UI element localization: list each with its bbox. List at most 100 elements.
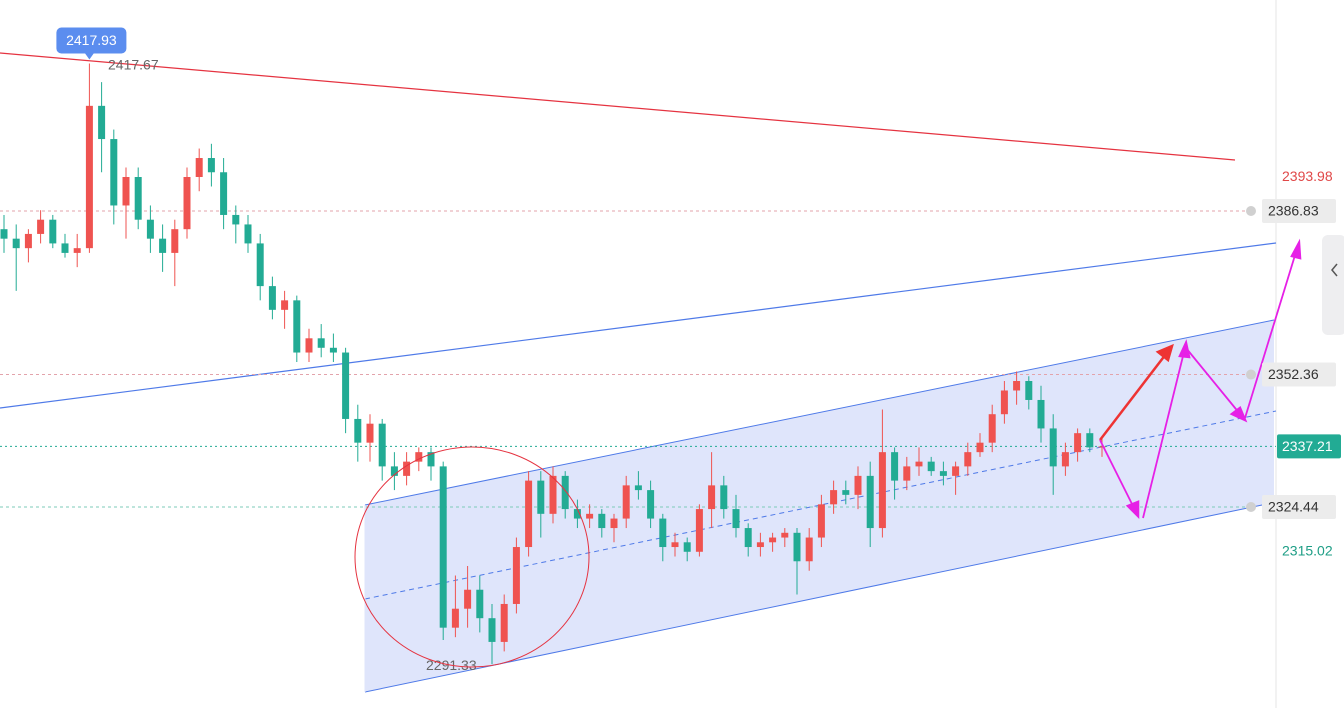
high-bubble — [56, 27, 127, 54]
candle-body — [427, 452, 435, 467]
candle-body — [866, 475, 874, 529]
plot: 2417.93 2417.67 2291.33 — [0, 27, 1276, 673]
candle-body — [720, 485, 728, 510]
candle-body — [622, 485, 630, 519]
candle-body — [756, 542, 764, 548]
candle-body — [415, 452, 423, 462]
candle-body — [964, 452, 972, 467]
candle-body — [927, 461, 935, 472]
candle-body — [781, 532, 789, 538]
candle-body — [268, 286, 276, 310]
highlight-circle — [354, 446, 590, 668]
candle-body — [24, 233, 32, 249]
candle-body — [159, 238, 167, 253]
price-box-label: 2352.36 — [1268, 366, 1319, 382]
candle-body — [73, 248, 81, 253]
candle-body — [512, 547, 520, 604]
high-label: 2417.93 — [66, 32, 117, 48]
candle-body — [537, 480, 545, 514]
candle-body — [586, 513, 594, 519]
price-axis: 2386.832352.362324.442337.212433.462393.… — [1246, 168, 1341, 558]
candle-body — [281, 300, 289, 310]
arrow-head — [1229, 406, 1248, 423]
candle-body — [305, 338, 313, 353]
candle-body — [85, 105, 93, 249]
candle-body — [366, 423, 374, 443]
candle-body — [134, 177, 142, 220]
last-price-label: 2337.21 — [1282, 438, 1333, 454]
candle-body — [647, 490, 655, 519]
candle-body — [769, 537, 777, 543]
low-label: 2291.33 — [426, 657, 477, 673]
candle-body — [939, 471, 947, 476]
candle-body — [488, 618, 496, 642]
candle-body — [952, 466, 960, 476]
bell-icon — [1246, 206, 1256, 217]
candle-body — [220, 172, 228, 215]
candle-body — [878, 452, 886, 529]
candle-body — [708, 485, 716, 510]
bell-icon — [1246, 501, 1256, 512]
candle-body — [549, 475, 557, 514]
candle-body — [817, 504, 825, 538]
side-tab[interactable] — [1322, 235, 1344, 335]
candle-body — [110, 139, 118, 206]
candle-body — [1061, 452, 1069, 467]
candle-body — [183, 177, 191, 230]
candle-body — [1013, 380, 1021, 391]
price-box — [1262, 362, 1336, 387]
candle-body — [805, 537, 813, 562]
arrow — [1142, 351, 1185, 519]
price-box-label: 2324.44 — [1268, 499, 1319, 515]
candle-body — [1049, 428, 1057, 467]
candle-body — [354, 418, 362, 443]
last-price-box — [1277, 434, 1341, 459]
candle-body — [793, 532, 801, 562]
arrow-head — [1290, 238, 1302, 260]
candle-body — [903, 466, 911, 481]
candle-body — [598, 513, 606, 529]
channel-upper — [364, 319, 1275, 506]
candle-body — [207, 158, 215, 173]
candle-body — [1025, 380, 1033, 400]
chevron-icon[interactable] — [1331, 263, 1338, 277]
candle-body — [561, 475, 569, 510]
price-label: 2315.02 — [1282, 542, 1333, 558]
arrow-head — [1155, 343, 1174, 363]
candle-body — [122, 177, 130, 206]
candle-body — [476, 589, 484, 619]
candle-body — [1098, 446, 1106, 448]
candle-body — [634, 485, 642, 491]
candle-body — [683, 542, 691, 552]
candle-body — [378, 423, 386, 467]
arrow — [1099, 353, 1167, 441]
candle-body — [842, 490, 850, 495]
candle-body — [195, 158, 203, 177]
candle-body — [1074, 433, 1082, 453]
candle-body — [988, 414, 996, 443]
candle-body — [573, 509, 581, 519]
arrow — [1244, 251, 1297, 419]
trend-line — [0, 242, 1277, 409]
price-box — [1262, 494, 1336, 519]
bell-icon — [1246, 369, 1256, 380]
price-label: 2393.98 — [1282, 168, 1333, 184]
price-box-label: 2386.83 — [1268, 203, 1319, 219]
arrows — [1099, 238, 1302, 520]
candle-body — [342, 352, 350, 419]
candle-body — [976, 442, 984, 453]
candle-body — [37, 219, 45, 234]
candle-body — [830, 490, 838, 505]
candle-body — [854, 475, 862, 495]
arrow-head — [1125, 500, 1140, 520]
candle-body — [171, 229, 179, 253]
candle-body — [293, 300, 301, 353]
resistance-line — [0, 52, 1236, 161]
price-annotation: 2417.67 — [108, 56, 159, 72]
candle-body — [1086, 433, 1094, 448]
candle-body — [49, 219, 57, 244]
candle-body — [695, 509, 703, 552]
candle-body — [98, 105, 106, 140]
channel-lower — [364, 504, 1263, 693]
candle-body — [659, 518, 667, 548]
